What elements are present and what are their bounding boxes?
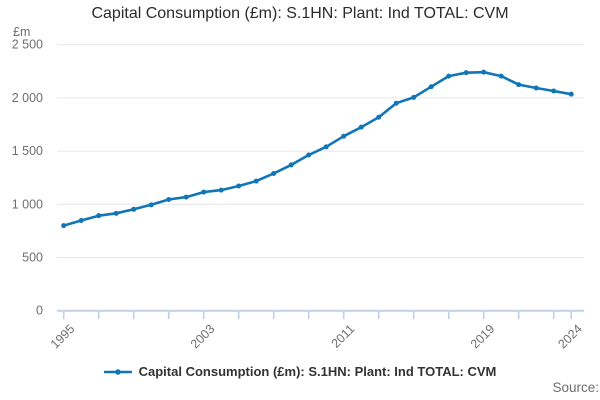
svg-text:2 000: 2 000 <box>12 91 43 105</box>
legend-item[interactable]: Capital Consumption (£m): S.1HN: Plant: … <box>0 364 600 379</box>
svg-text:2 500: 2 500 <box>12 38 43 52</box>
legend-line-marker-icon <box>103 368 132 375</box>
svg-text:2024: 2024 <box>555 322 585 352</box>
svg-text:1 000: 1 000 <box>12 197 43 211</box>
y-axis-unit-label: £m <box>13 25 31 39</box>
svg-text:1 500: 1 500 <box>12 144 43 158</box>
svg-text:500: 500 <box>22 251 43 265</box>
svg-text:2003: 2003 <box>188 322 218 352</box>
chart-title: Capital Consumption (£m): S.1HN: Plant: … <box>91 5 509 22</box>
svg-text:2019: 2019 <box>468 322 498 352</box>
legend-label: Capital Consumption (£m): S.1HN: Plant: … <box>138 364 497 379</box>
svg-text:1995: 1995 <box>48 322 78 352</box>
source-label: Source: <box>552 380 599 395</box>
svg-text:0: 0 <box>36 304 43 318</box>
svg-text:2011: 2011 <box>329 322 358 351</box>
